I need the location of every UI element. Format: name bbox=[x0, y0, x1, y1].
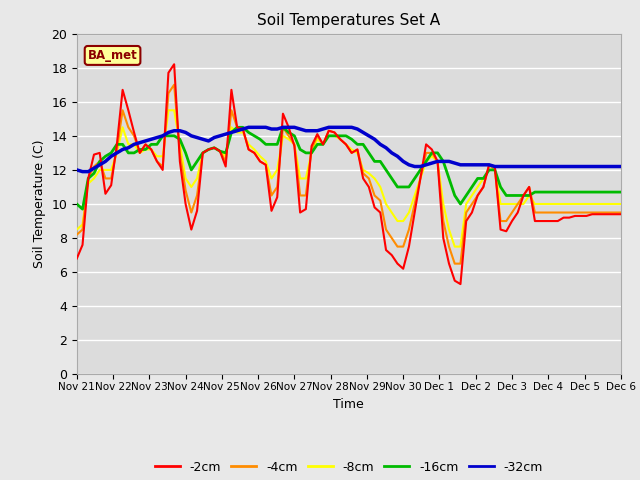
Text: BA_met: BA_met bbox=[88, 49, 138, 62]
Legend: -2cm, -4cm, -8cm, -16cm, -32cm: -2cm, -4cm, -8cm, -16cm, -32cm bbox=[150, 456, 548, 479]
Y-axis label: Soil Temperature (C): Soil Temperature (C) bbox=[33, 140, 45, 268]
X-axis label: Time: Time bbox=[333, 397, 364, 410]
Title: Soil Temperatures Set A: Soil Temperatures Set A bbox=[257, 13, 440, 28]
